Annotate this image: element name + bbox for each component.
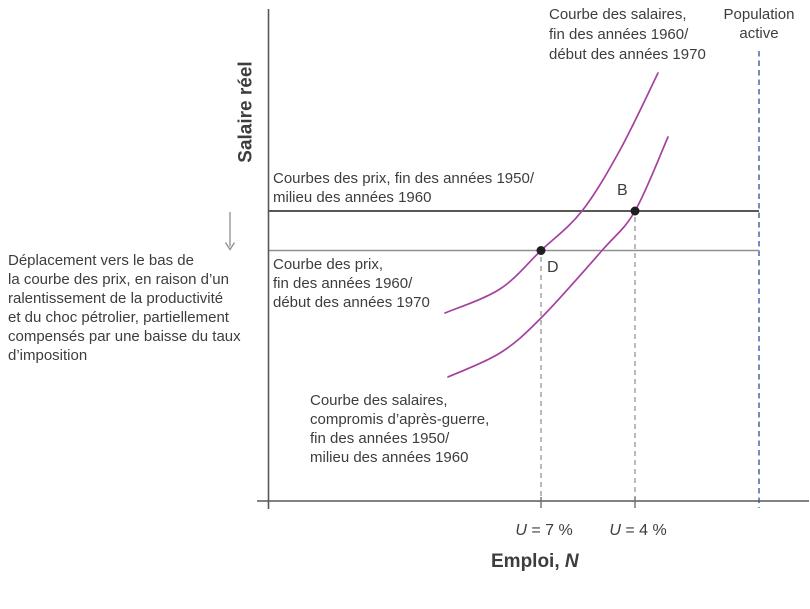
- u7-variable: U: [515, 522, 527, 539]
- x-axis-label: Emploi, N: [491, 552, 579, 571]
- y-axis-label: Salaire réel: [235, 61, 257, 163]
- wage-curve-postwar-label: Courbe des salaires, compromis d’après-g…: [310, 392, 490, 466]
- wage-curve-postwar: [447, 136, 669, 378]
- u7-label: U = 7 %: [515, 521, 572, 540]
- point-B: [630, 206, 640, 216]
- x-axis-label-text: Emploi,: [491, 551, 565, 572]
- shift-down-arrow-head: [224, 242, 236, 251]
- wage-curve-late: [444, 72, 659, 314]
- price-curve-late-label: Courbe des prix, fin des années 1960/ dé…: [273, 256, 430, 311]
- point-D: [536, 246, 546, 255]
- u4-label: U = 4 %: [609, 521, 666, 540]
- x-axis-label-variable: N: [564, 551, 579, 572]
- price-curves-early-label: Courbes des prix, fin des années 1950/ m…: [273, 170, 534, 206]
- u4-value: = 4 %: [620, 522, 667, 539]
- point-d-label: D: [547, 259, 559, 276]
- population-active-label: Population active: [723, 6, 795, 42]
- u4-variable: U: [609, 522, 621, 539]
- u7-value: = 7 %: [526, 522, 573, 539]
- point-b-label: B: [617, 182, 628, 199]
- shift-note: Déplacement vers le bas de la courbe des…: [8, 252, 241, 364]
- wage-curve-late-label: Courbe des salaires, fin des années 1960…: [549, 6, 706, 63]
